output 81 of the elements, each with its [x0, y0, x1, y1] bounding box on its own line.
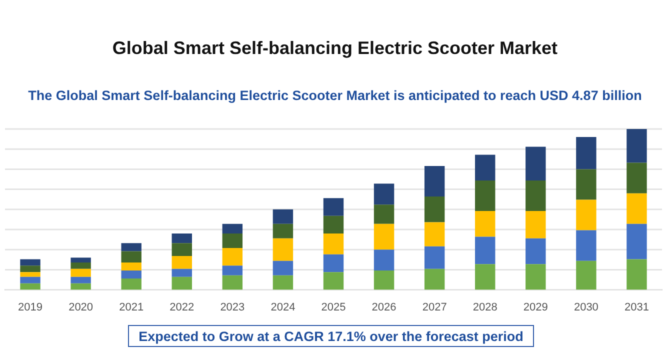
- bar: [70, 262, 91, 269]
- bar: [70, 258, 91, 262]
- bar: [20, 276, 40, 284]
- bar: [475, 211, 496, 237]
- bar: [121, 262, 142, 271]
- bar: [172, 234, 192, 244]
- bar: [70, 268, 91, 277]
- bar: [374, 224, 394, 250]
- text: Expected to Grow at a CAGR 17.1% over the forecast period: [128, 325, 534, 347]
- x-tick-label: 2021: [119, 301, 144, 314]
- chart-title: Global Smart Self-balancing Electric Scooter Market: [111, 38, 559, 59]
- bar: [222, 248, 243, 266]
- bar: [272, 238, 294, 261]
- bar: [323, 272, 344, 290]
- bar: [576, 200, 596, 230]
- bar: [626, 193, 647, 224]
- x-tick-label: 2023: [220, 301, 245, 314]
- x-tick-label: 2019: [18, 301, 43, 314]
- bar: [626, 224, 647, 260]
- bar: [475, 154, 496, 180]
- x-tick-label: 2020: [68, 301, 94, 314]
- x-tick-label: 2029: [523, 301, 548, 314]
- bar: [626, 129, 647, 163]
- bar: [121, 243, 142, 252]
- bar: [20, 272, 40, 277]
- bar: [222, 234, 243, 248]
- bar: [20, 266, 40, 272]
- bar: [374, 250, 394, 271]
- bar: [526, 264, 546, 290]
- bar: [272, 209, 294, 224]
- bar: [626, 162, 647, 194]
- bar: [424, 246, 445, 269]
- x-tick-label: 2027: [422, 301, 447, 314]
- bar: [272, 275, 294, 290]
- x-tick-label: 2024: [270, 301, 296, 314]
- bar: [272, 224, 294, 238]
- x-tick-label: 2022: [170, 301, 194, 314]
- bar: [272, 260, 294, 276]
- bar: [323, 198, 344, 216]
- bar: [526, 180, 546, 212]
- bar: [475, 236, 496, 264]
- bar: [374, 270, 394, 290]
- bar: [576, 260, 596, 290]
- bar: [20, 283, 40, 290]
- x-tick-label: 2025: [321, 301, 346, 314]
- bar: [576, 230, 596, 261]
- bar: [121, 270, 142, 279]
- bar: [323, 216, 344, 234]
- bar: [424, 196, 445, 222]
- bar: [121, 251, 142, 262]
- x-tick-label: 2030: [574, 301, 598, 314]
- bar: [374, 204, 394, 224]
- bar: [323, 254, 344, 272]
- bar: [222, 266, 243, 276]
- bar: [70, 276, 91, 284]
- x-tick-label: 2026: [372, 301, 396, 314]
- bar: [526, 238, 546, 264]
- chart-subtitle: The Global Smart Self-balancing Electric Scooter Market is anticipated to reach USD 4.87 billion: [27, 88, 643, 103]
- bar: [222, 275, 243, 290]
- bar: [576, 137, 596, 170]
- bar: [626, 259, 647, 290]
- bar: [172, 243, 192, 256]
- bar: [172, 268, 192, 277]
- bar: [222, 224, 243, 234]
- bar: [374, 184, 394, 205]
- bar: [526, 211, 546, 238]
- bar: [526, 146, 546, 180]
- bar: [172, 256, 192, 269]
- bar: [20, 259, 40, 266]
- bar: [424, 166, 445, 197]
- bar: [424, 222, 445, 246]
- bar: [121, 278, 142, 290]
- bar: [172, 276, 192, 290]
- x-tick-label: 2031: [624, 301, 649, 314]
- bar: [424, 268, 445, 290]
- x-tick-label: 2028: [472, 301, 498, 314]
- bar: [70, 283, 91, 290]
- bar: [475, 264, 496, 290]
- bar: [323, 234, 344, 254]
- bar: [475, 180, 496, 212]
- bar: [576, 169, 596, 200]
